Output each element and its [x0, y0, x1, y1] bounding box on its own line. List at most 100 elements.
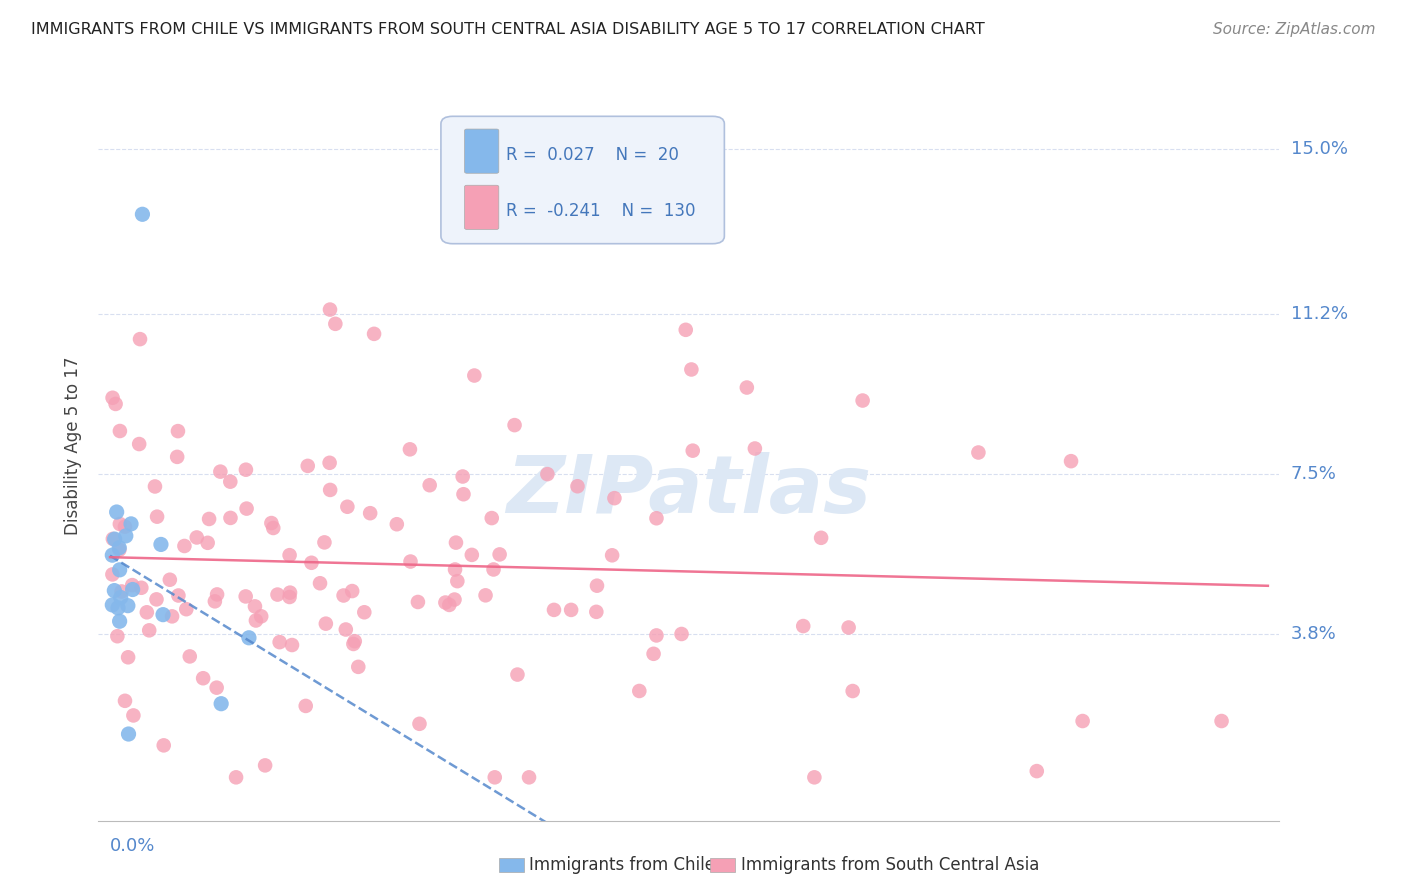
Point	[128, 437, 150, 451]
Point	[101, 532, 124, 546]
Point	[1060, 454, 1083, 468]
Point	[101, 567, 124, 582]
FancyBboxPatch shape	[464, 186, 499, 229]
Point	[266, 588, 288, 602]
Point	[110, 584, 132, 599]
Point	[681, 362, 703, 376]
Point	[585, 605, 607, 619]
Point	[792, 619, 814, 633]
FancyBboxPatch shape	[464, 129, 499, 173]
Point	[129, 332, 152, 346]
Point	[517, 770, 540, 784]
Point	[278, 590, 301, 604]
Y-axis label: Disability Age 5 to 17: Disability Age 5 to 17	[65, 357, 83, 535]
Point	[315, 616, 337, 631]
Point	[103, 583, 125, 598]
Text: IMMIGRANTS FROM CHILE VS IMMIGRANTS FROM SOUTH CENTRAL ASIA DISABILITY AGE 5 TO : IMMIGRANTS FROM CHILE VS IMMIGRANTS FROM…	[31, 22, 984, 37]
Point	[419, 478, 441, 492]
Point	[225, 770, 247, 784]
Point	[353, 605, 375, 619]
Point	[482, 562, 505, 576]
Point	[186, 531, 208, 545]
Point	[671, 627, 693, 641]
Text: R =  -0.241    N =  130: R = -0.241 N = 130	[506, 202, 696, 220]
Point	[108, 542, 131, 557]
Point	[209, 697, 232, 711]
Point	[319, 302, 342, 317]
Point	[439, 598, 461, 612]
FancyBboxPatch shape	[441, 116, 724, 244]
Point	[852, 393, 875, 408]
Text: 7.5%: 7.5%	[1291, 465, 1337, 483]
Point	[117, 727, 139, 741]
Point	[359, 506, 381, 520]
Point	[250, 609, 273, 624]
Point	[105, 629, 128, 643]
Point	[160, 609, 183, 624]
Point	[278, 548, 301, 562]
Point	[131, 581, 153, 595]
Point	[446, 574, 468, 589]
Point	[104, 532, 127, 546]
Text: ZIPatlas: ZIPatlas	[506, 452, 872, 530]
Point	[209, 465, 232, 479]
Point	[363, 326, 385, 341]
Point	[586, 579, 609, 593]
Point	[682, 443, 704, 458]
Point	[121, 582, 143, 597]
Point	[301, 556, 323, 570]
Point	[254, 758, 277, 772]
Point	[628, 684, 651, 698]
Point	[235, 590, 257, 604]
Point	[278, 585, 301, 599]
Point	[219, 511, 242, 525]
Text: Immigrants from Chile: Immigrants from Chile	[529, 856, 714, 874]
Point	[481, 511, 503, 525]
Point	[319, 483, 342, 497]
Text: Immigrants from South Central Asia: Immigrants from South Central Asia	[741, 856, 1039, 874]
Point	[408, 716, 430, 731]
Point	[444, 535, 467, 549]
Point	[205, 587, 228, 601]
Point	[235, 463, 257, 477]
Point	[114, 519, 136, 533]
Point	[143, 479, 166, 493]
Point	[262, 521, 284, 535]
Point	[967, 445, 990, 459]
Text: 11.2%: 11.2%	[1291, 305, 1348, 323]
Text: 15.0%: 15.0%	[1291, 140, 1347, 158]
Point	[260, 516, 283, 530]
Point	[245, 614, 267, 628]
Point	[108, 614, 131, 628]
Point	[235, 501, 257, 516]
Point	[841, 684, 863, 698]
Point	[484, 770, 506, 784]
Point	[205, 681, 228, 695]
Text: 0.0%: 0.0%	[110, 837, 156, 855]
Point	[108, 563, 131, 577]
Point	[152, 739, 174, 753]
Point	[453, 487, 475, 501]
Point	[543, 603, 565, 617]
Point	[803, 770, 825, 784]
Point	[101, 598, 124, 612]
Point	[385, 517, 408, 532]
Point	[399, 442, 422, 457]
Point	[406, 595, 429, 609]
Point	[110, 591, 132, 605]
Point	[117, 599, 139, 613]
Point	[108, 516, 131, 531]
Point	[122, 708, 145, 723]
Point	[645, 511, 668, 525]
Point	[176, 602, 198, 616]
Point	[104, 397, 127, 411]
Point	[145, 592, 167, 607]
Point	[399, 555, 422, 569]
Point	[325, 317, 347, 331]
Point	[159, 573, 181, 587]
Point	[121, 578, 143, 592]
Point	[810, 531, 832, 545]
Point	[560, 603, 582, 617]
Point	[675, 323, 697, 337]
Point	[108, 541, 131, 555]
